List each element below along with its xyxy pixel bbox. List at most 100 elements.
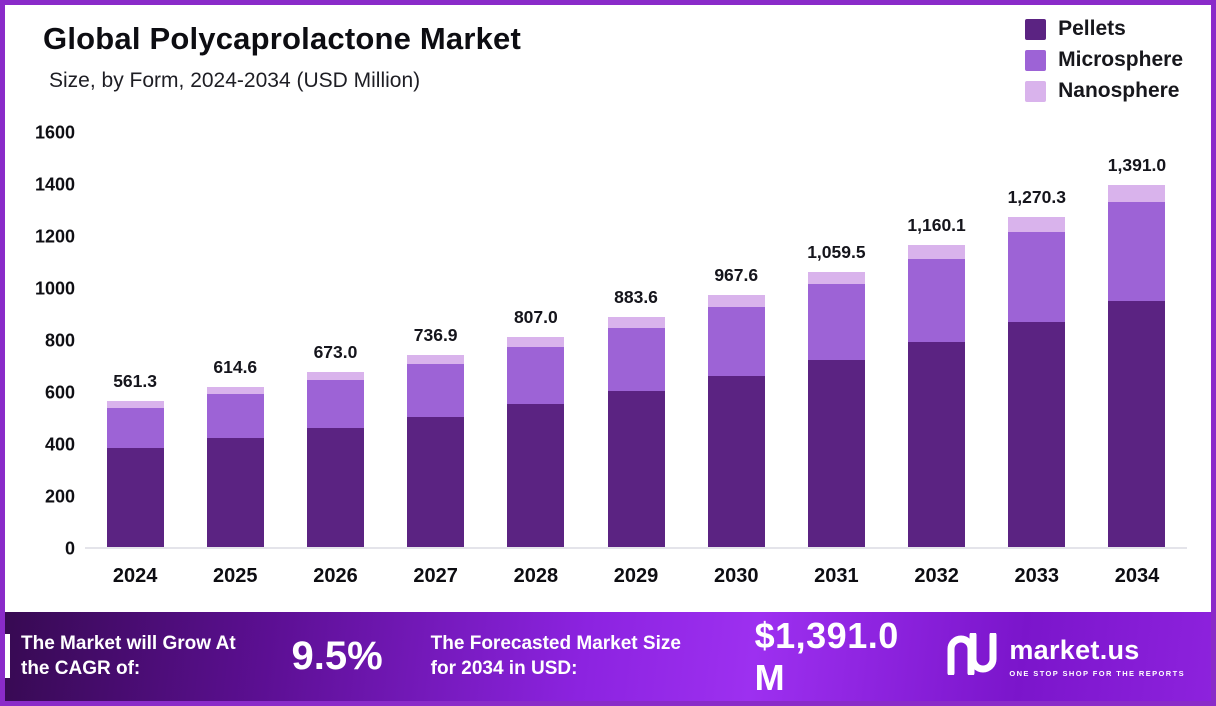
bar-group: 967.6	[686, 133, 786, 547]
x-tick-label: 2028	[513, 565, 559, 587]
bar-total-label: 736.9	[413, 325, 458, 346]
brand-tagline: ONE STOP SHOP FOR THE REPORTS	[1009, 669, 1185, 678]
bar-total-label: 1,059.5	[807, 241, 866, 262]
bar-segment-microsphere	[707, 306, 765, 376]
bar-segment-microsphere	[1108, 201, 1166, 302]
y-tick-label: 0	[64, 538, 75, 559]
bar-group: 1,270.3	[987, 133, 1087, 547]
bar-segment-nanosphere	[1108, 185, 1166, 202]
x-tick-label: 2029	[613, 565, 659, 587]
bar-total-label: 883.6	[614, 287, 658, 308]
legend-swatch-icon	[1025, 49, 1047, 71]
x-tick-label: 2034	[1114, 565, 1160, 587]
x-tick-label: 2026	[313, 565, 358, 587]
legend-item-nanosphere: Nanosphere	[1025, 79, 1183, 103]
y-tick-label: 1600	[34, 122, 75, 143]
legend-label: Microsphere	[1058, 48, 1183, 71]
brand-name: market.us	[1009, 635, 1140, 665]
bar-segment-nanosphere	[807, 271, 865, 284]
legend-swatch-icon	[1025, 18, 1047, 40]
y-tick-label: 600	[44, 382, 75, 403]
bar-segment-microsphere	[507, 346, 565, 405]
bar-total-label: 561.3	[113, 371, 157, 392]
x-tick-label: 2030	[713, 565, 759, 587]
bar-total-label: 614.6	[213, 357, 258, 378]
bar-segment-microsphere	[607, 327, 665, 391]
bar-segment-pellets	[206, 438, 264, 547]
bar-segment-pellets	[607, 390, 665, 547]
y-axis: 0 200 400 600 800 1000 1200 1400 1600	[23, 123, 85, 559]
cagr-label: The Market will Grow At the CAGR of:	[21, 632, 236, 679]
bar-segment-nanosphere	[407, 355, 465, 365]
y-tick-label: 1000	[34, 278, 75, 299]
legend-label: Pellets	[1058, 17, 1126, 40]
brand-logo: market.us ONE STOP SHOP FOR THE REPORTS	[945, 631, 1185, 680]
forecast-value: $1,391.0 M	[754, 614, 899, 698]
bar-segment-nanosphere	[106, 401, 164, 408]
forecast-label: The Forecasted Market Size for 2034 in U…	[430, 632, 681, 679]
bar-segment-pellets	[908, 341, 966, 547]
bar-segment-nanosphere	[206, 387, 264, 395]
bar-group: 1,160.1	[887, 133, 987, 547]
bar-segment-pellets	[1108, 301, 1166, 547]
legend-item-pellets: Pellets	[1025, 17, 1183, 41]
bar-group: 1,059.5	[786, 133, 886, 547]
bar-segment-nanosphere	[908, 245, 966, 259]
legend-swatch-icon	[1025, 80, 1047, 102]
cagr-value: 9.5%	[291, 634, 383, 678]
bar-segment-nanosphere	[707, 295, 765, 307]
page-title: Global Polycaprolactone Market	[43, 21, 522, 56]
bars: 561.3 614.6 673.0 736.9 807.0 883.6 967.6 1,059…	[85, 133, 1187, 547]
bar-total-label: 673.0	[313, 342, 358, 363]
bar-total-label: 1,391.0	[1107, 155, 1167, 176]
bar-segment-nanosphere	[306, 372, 364, 380]
bar-segment-pellets	[507, 404, 565, 547]
y-tick-label: 1200	[34, 226, 75, 247]
legend-item-microsphere: Microsphere	[1025, 48, 1183, 72]
bar-total-label: 967.6	[714, 265, 759, 286]
x-tick-label: 2033	[1014, 565, 1060, 587]
y-tick-label: 800	[44, 330, 75, 351]
y-tick-label: 1400	[34, 174, 75, 195]
footer-banner: The Market will Grow At the CAGR of: 9.5…	[5, 612, 1211, 701]
bar-segment-microsphere	[1008, 231, 1066, 323]
bar-total-label: 807.0	[513, 307, 558, 328]
bar-total-label: 1,270.3	[1007, 186, 1066, 207]
bar-segment-pellets	[106, 447, 164, 547]
bar-segment-microsphere	[206, 394, 264, 439]
bar-group: 614.6	[185, 133, 285, 547]
bar-segment-nanosphere	[507, 337, 565, 347]
bar-segment-nanosphere	[1008, 216, 1066, 232]
chart-area: 0 200 400 600 800 1000 1200 1400 1600 561.3 614.6…	[23, 123, 1187, 588]
bar-group: 673.0	[285, 133, 385, 547]
marketus-logo-icon	[945, 631, 999, 680]
bar-group: 807.0	[486, 133, 586, 547]
bar-segment-pellets	[707, 375, 765, 547]
plot-area: 561.3 614.6 673.0 736.9 807.0 883.6 967.6 1,059…	[85, 133, 1187, 549]
bar-segment-microsphere	[908, 258, 966, 342]
bar-segment-microsphere	[306, 379, 364, 429]
x-tick-label: 2031	[814, 565, 859, 587]
bar-segment-microsphere	[407, 364, 465, 417]
x-axis: 2024 2025 2026 2027 2028 2029 2030 2031 2032 2033…	[85, 565, 1187, 588]
bar-group: 1,391.0	[1087, 133, 1187, 547]
x-tick-label: 2024	[112, 565, 158, 587]
chart-header: Global Polycaprolactone Market Size, by …	[43, 21, 521, 93]
bar-group: 883.6	[586, 133, 686, 547]
x-tick-label: 2032	[914, 565, 959, 587]
x-tick-label: 2025	[213, 565, 258, 587]
bar-segment-nanosphere	[607, 317, 665, 328]
bar-total-label: 1,160.1	[907, 215, 966, 236]
bar-group: 561.3	[85, 133, 185, 547]
bar-segment-microsphere	[106, 407, 164, 448]
bar-group: 736.9	[386, 133, 486, 547]
legend-label: Nanosphere	[1058, 79, 1180, 102]
y-tick-label: 200	[44, 486, 75, 507]
y-tick-label: 400	[44, 434, 75, 455]
bar-segment-pellets	[1008, 322, 1066, 547]
x-tick-label: 2027	[413, 565, 458, 587]
bar-segment-pellets	[306, 428, 364, 547]
page-subtitle: Size, by Form, 2024-2034 (USD Million)	[49, 69, 421, 92]
bar-segment-microsphere	[807, 283, 865, 360]
